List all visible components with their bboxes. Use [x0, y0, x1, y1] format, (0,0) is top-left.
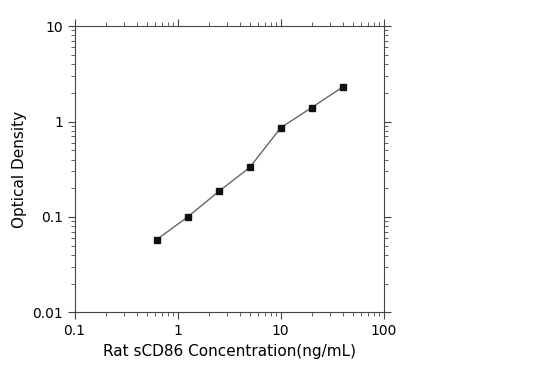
- Y-axis label: Optical Density: Optical Density: [12, 111, 27, 228]
- X-axis label: Rat sCD86 Concentration(ng/mL): Rat sCD86 Concentration(ng/mL): [103, 344, 356, 359]
